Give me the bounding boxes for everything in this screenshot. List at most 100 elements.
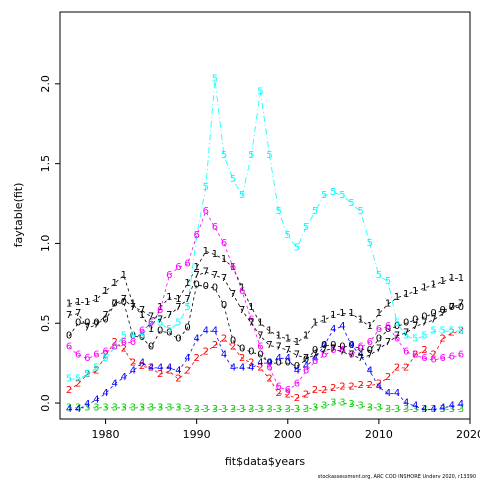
series-1-point: 1 — [84, 297, 90, 308]
series-7-point: 7 — [285, 345, 291, 356]
series-7-point: 7 — [212, 270, 218, 281]
series-4-point: 4 — [139, 358, 145, 369]
series-7-point: 7 — [440, 308, 446, 319]
series-2-point: 2 — [348, 382, 354, 393]
series-3-point: 3 — [93, 402, 99, 413]
series-1-point: 1 — [285, 334, 291, 345]
series-2-point: 2 — [294, 393, 300, 404]
series-7-point: 7 — [93, 319, 99, 330]
series-5-point: 5 — [257, 86, 263, 97]
series-3-point: 3 — [121, 402, 127, 413]
series-2-point: 2 — [112, 337, 118, 348]
series-6-point: 6 — [321, 350, 327, 361]
series-5-point: 5 — [212, 74, 218, 85]
series-2-point: 2 — [394, 362, 400, 373]
series-0-point: 0 — [166, 327, 172, 338]
series-2-point: 2 — [230, 342, 236, 353]
series-3-point: 3 — [102, 402, 108, 413]
series-1-point: 1 — [166, 292, 172, 303]
series-6-point: 6 — [75, 350, 81, 361]
series-6-point: 6 — [121, 337, 127, 348]
series-6-point: 6 — [394, 334, 400, 345]
series-6-point: 6 — [339, 345, 345, 356]
series-1-point: 1 — [157, 302, 163, 313]
series-6-point: 6 — [257, 342, 263, 353]
series-0-point: 0 — [93, 318, 99, 329]
x-tick-label: 1990 — [183, 428, 211, 441]
series-5-point: 5 — [348, 198, 354, 209]
series-6-point: 6 — [358, 342, 364, 353]
series-2-point: 2 — [330, 383, 336, 394]
series-7-point: 7 — [102, 310, 108, 321]
series-7-point: 7 — [276, 342, 282, 353]
series-3-point: 3 — [248, 404, 254, 415]
series-7-point: 7 — [294, 350, 300, 361]
x-tick-label: 1980 — [92, 428, 120, 441]
series-5-point: 5 — [248, 150, 254, 161]
series-2-point: 2 — [449, 327, 455, 338]
series-6-line — [68, 210, 461, 391]
series-1-point: 1 — [303, 331, 309, 342]
series-7-point: 7 — [412, 321, 418, 332]
series-5-point: 5 — [75, 374, 81, 385]
x-tick-label: 2000 — [274, 428, 302, 441]
series-0-line — [68, 284, 461, 367]
y-axis: 0.0 0.5 1.0 1.5 2.0 — [39, 75, 60, 412]
series-6-point: 6 — [440, 353, 446, 364]
series-1-point: 1 — [175, 294, 181, 305]
series-5-line — [69, 78, 461, 380]
series-0-point: 0 — [376, 334, 382, 345]
series-4-point: 4 — [212, 326, 218, 337]
series-5-point: 5 — [139, 331, 145, 342]
series-6-point: 6 — [330, 345, 336, 356]
series-5-point: 5 — [121, 331, 127, 342]
series-6-point: 6 — [385, 321, 391, 332]
series-7-point: 7 — [84, 323, 90, 334]
series-1-point: 1 — [266, 326, 272, 337]
series-3-point: 3 — [412, 404, 418, 415]
series-7-point: 7 — [230, 289, 236, 300]
series-0-point: 0 — [139, 332, 145, 343]
y-tick-label: 1.5 — [39, 155, 52, 173]
series-5-point: 5 — [66, 374, 72, 385]
series-2-line — [68, 330, 461, 399]
series-3-point: 3 — [394, 404, 400, 415]
series-7-point: 7 — [175, 302, 181, 313]
series-4-point: 4 — [66, 404, 72, 415]
series-6-point: 6 — [184, 259, 190, 270]
series-3-point: 3 — [84, 402, 90, 413]
series-6-point: 6 — [303, 366, 309, 377]
series-3-point: 3 — [321, 401, 327, 412]
series-5-point: 5 — [239, 190, 245, 201]
series-2-point: 2 — [102, 350, 108, 361]
series-0-point: 0 — [203, 281, 209, 292]
series-5-point: 5 — [458, 326, 464, 337]
series-0-point: 0 — [84, 318, 90, 329]
series-2-point: 2 — [239, 353, 245, 364]
series-4-point: 4 — [148, 362, 154, 373]
series-1-point: 1 — [257, 318, 263, 329]
series-3-point: 3 — [139, 402, 145, 413]
series-3-point: 3 — [403, 404, 409, 415]
series-6-point: 6 — [212, 222, 218, 233]
series-4-point: 4 — [221, 350, 227, 361]
series-2-point: 2 — [184, 366, 190, 377]
series-5-point: 5 — [221, 150, 227, 161]
series-3-point: 3 — [266, 404, 272, 415]
series-1-point: 1 — [121, 270, 127, 281]
series-5-point: 5 — [285, 230, 291, 241]
series-5-point: 5 — [339, 190, 345, 201]
series-5-point: 5 — [303, 222, 309, 233]
series-7-point: 7 — [112, 299, 118, 310]
y-tick-label: 0.5 — [39, 314, 52, 332]
series-1-point: 1 — [248, 302, 254, 313]
series-3-point: 3 — [130, 402, 136, 413]
series-1-point: 1 — [102, 286, 108, 297]
series-4-point: 4 — [75, 404, 81, 415]
series-0-point: 0 — [412, 315, 418, 326]
series-1-point: 1 — [403, 289, 409, 300]
